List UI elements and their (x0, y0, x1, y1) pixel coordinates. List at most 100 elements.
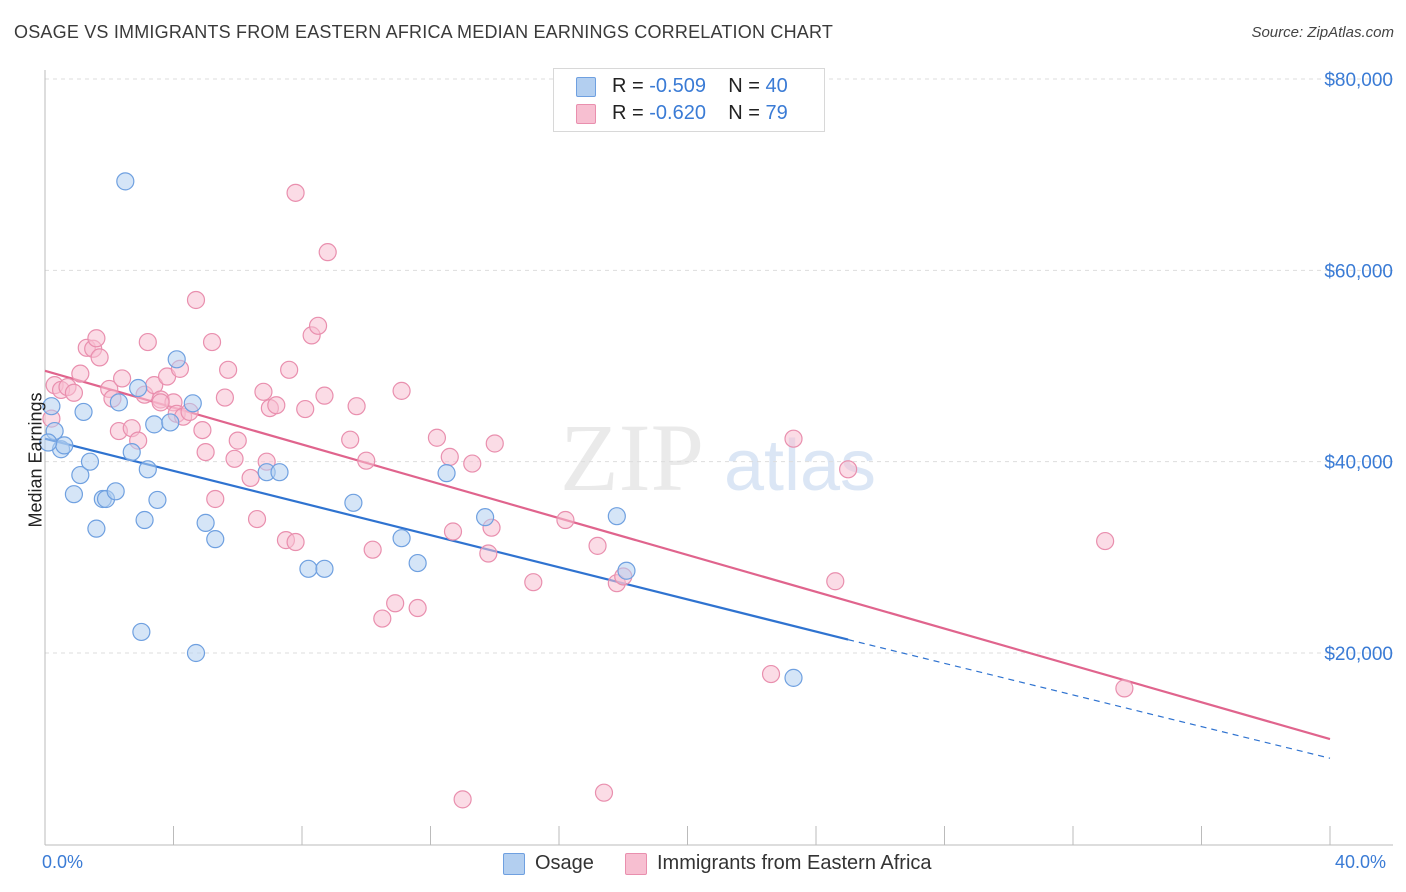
point-osage (129, 378, 148, 398)
point-immigrants (363, 540, 382, 559)
watermark-zip: ZIP (560, 404, 704, 511)
point-osage (106, 482, 125, 501)
point-immigrants (138, 332, 157, 352)
point-immigrants (1115, 679, 1134, 698)
point-immigrants (206, 489, 225, 509)
trend-line-immigrants (44, 369, 1331, 741)
legend-n-label: N = (728, 102, 766, 124)
point-immigrants (241, 468, 260, 488)
point-immigrants (485, 434, 504, 453)
point-immigrants (524, 573, 543, 592)
point-osage (145, 415, 164, 434)
point-osage (42, 397, 61, 416)
point-immigrants (112, 369, 132, 388)
y-tick-labels: $20,000 $40,000 $60,000 $80,000 (1324, 70, 1393, 665)
point-osage (392, 529, 411, 548)
axes (44, 70, 1393, 846)
trend-extension-osage (847, 639, 1331, 759)
point-osage (74, 402, 93, 422)
point-immigrants (247, 509, 267, 529)
point-osage (55, 436, 74, 455)
point-immigrants (357, 451, 376, 470)
point-immigrants (443, 522, 463, 541)
point-osage (138, 460, 157, 479)
point-osage (476, 508, 495, 527)
legend-swatch-immigrants (625, 853, 647, 875)
point-osage (206, 530, 225, 549)
y-axis-title: Median Earnings (25, 392, 46, 528)
legend-label-immigrants: Immigrants from Eastern Africa (657, 852, 932, 874)
point-immigrants (463, 454, 482, 473)
legend-r-value: -0.620 (649, 102, 706, 124)
point-immigrants (784, 429, 803, 448)
point-immigrants (296, 399, 315, 419)
legend-swatch-immigrants (576, 104, 596, 124)
point-immigrants (556, 510, 575, 530)
trend-lines (44, 369, 1331, 759)
point-immigrants (280, 360, 299, 379)
legend-n-value: 40 (765, 75, 788, 97)
y-tick-label: $80,000 (1324, 70, 1393, 91)
point-osage (148, 490, 167, 510)
point-immigrants (219, 360, 238, 379)
gridlines (45, 78, 1393, 654)
point-osage (80, 452, 100, 471)
point-immigrants (202, 332, 222, 352)
x-axis-max-label: 40.0% (1335, 852, 1387, 872)
point-immigrants (826, 572, 845, 591)
point-osage (437, 464, 456, 483)
point-immigrants (308, 316, 328, 335)
point-immigrants (479, 544, 498, 563)
point-immigrants (286, 532, 305, 552)
point-immigrants (225, 449, 244, 468)
point-osage (344, 493, 363, 512)
point-immigrants (228, 431, 247, 450)
point-osage (299, 559, 318, 578)
watermark: ZIP atlas (560, 404, 876, 511)
y-tick-label: $40,000 (1324, 453, 1393, 474)
point-osage (617, 561, 636, 580)
point-immigrants (215, 388, 234, 407)
point-immigrants (594, 783, 614, 802)
point-immigrants (440, 447, 459, 466)
correlation-legend: R = -0.509 N = 40 R = -0.620 N = 79 (553, 68, 825, 132)
point-immigrants (254, 382, 273, 401)
legend-r-label: R = (612, 102, 650, 124)
point-immigrants (1096, 531, 1115, 551)
point-immigrants (90, 348, 109, 367)
point-immigrants (286, 183, 305, 202)
point-immigrants (347, 397, 366, 416)
point-osage (39, 433, 58, 452)
point-immigrants (408, 598, 427, 618)
point-osage (167, 350, 186, 369)
legend-r-label: R = (612, 75, 650, 97)
point-osage (186, 643, 206, 663)
legend-swatch-osage (576, 77, 596, 97)
chart-title: OSAGE VS IMMIGRANTS FROM EASTERN AFRICA … (14, 22, 834, 42)
point-osage (116, 172, 135, 191)
source-label: Source: ZipAtlas.com (1251, 24, 1394, 41)
point-immigrants (71, 364, 90, 383)
point-osage (161, 413, 180, 432)
legend-n-label: N = (728, 75, 766, 97)
point-immigrants (341, 430, 360, 449)
trend-line-osage (44, 437, 849, 641)
point-immigrants (193, 420, 212, 440)
point-immigrants (427, 428, 447, 447)
point-immigrants (64, 383, 84, 402)
legend-n-value: 79 (765, 102, 788, 124)
point-immigrants (87, 329, 106, 348)
point-osage (135, 510, 154, 530)
x-axis-min-label: 0.0% (42, 852, 84, 872)
point-osage (132, 622, 151, 642)
point-immigrants (392, 381, 411, 400)
point-osage (607, 507, 626, 526)
data-points (39, 172, 1134, 809)
point-osage (315, 559, 334, 578)
point-osage (109, 393, 128, 412)
point-immigrants (839, 460, 858, 479)
y-tick-label: $60,000 (1324, 261, 1393, 282)
point-osage (270, 463, 289, 482)
point-osage (408, 553, 427, 573)
